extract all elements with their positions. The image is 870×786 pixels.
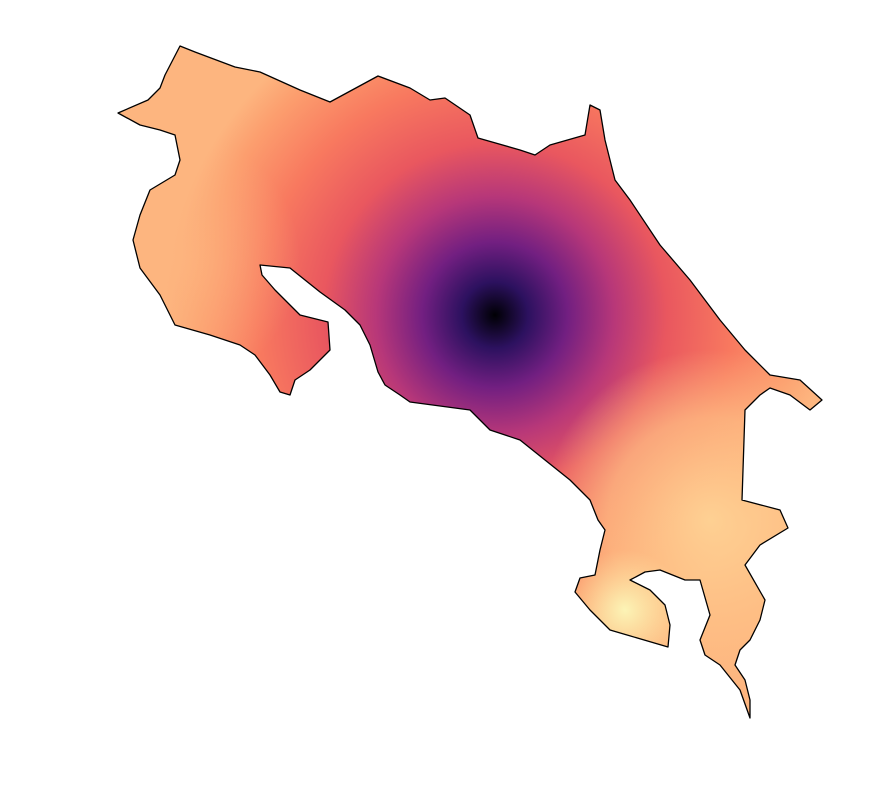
page (117, 45, 823, 719)
heat-raster (118, 46, 822, 718)
heat-field (118, 46, 822, 718)
map (117, 45, 823, 719)
